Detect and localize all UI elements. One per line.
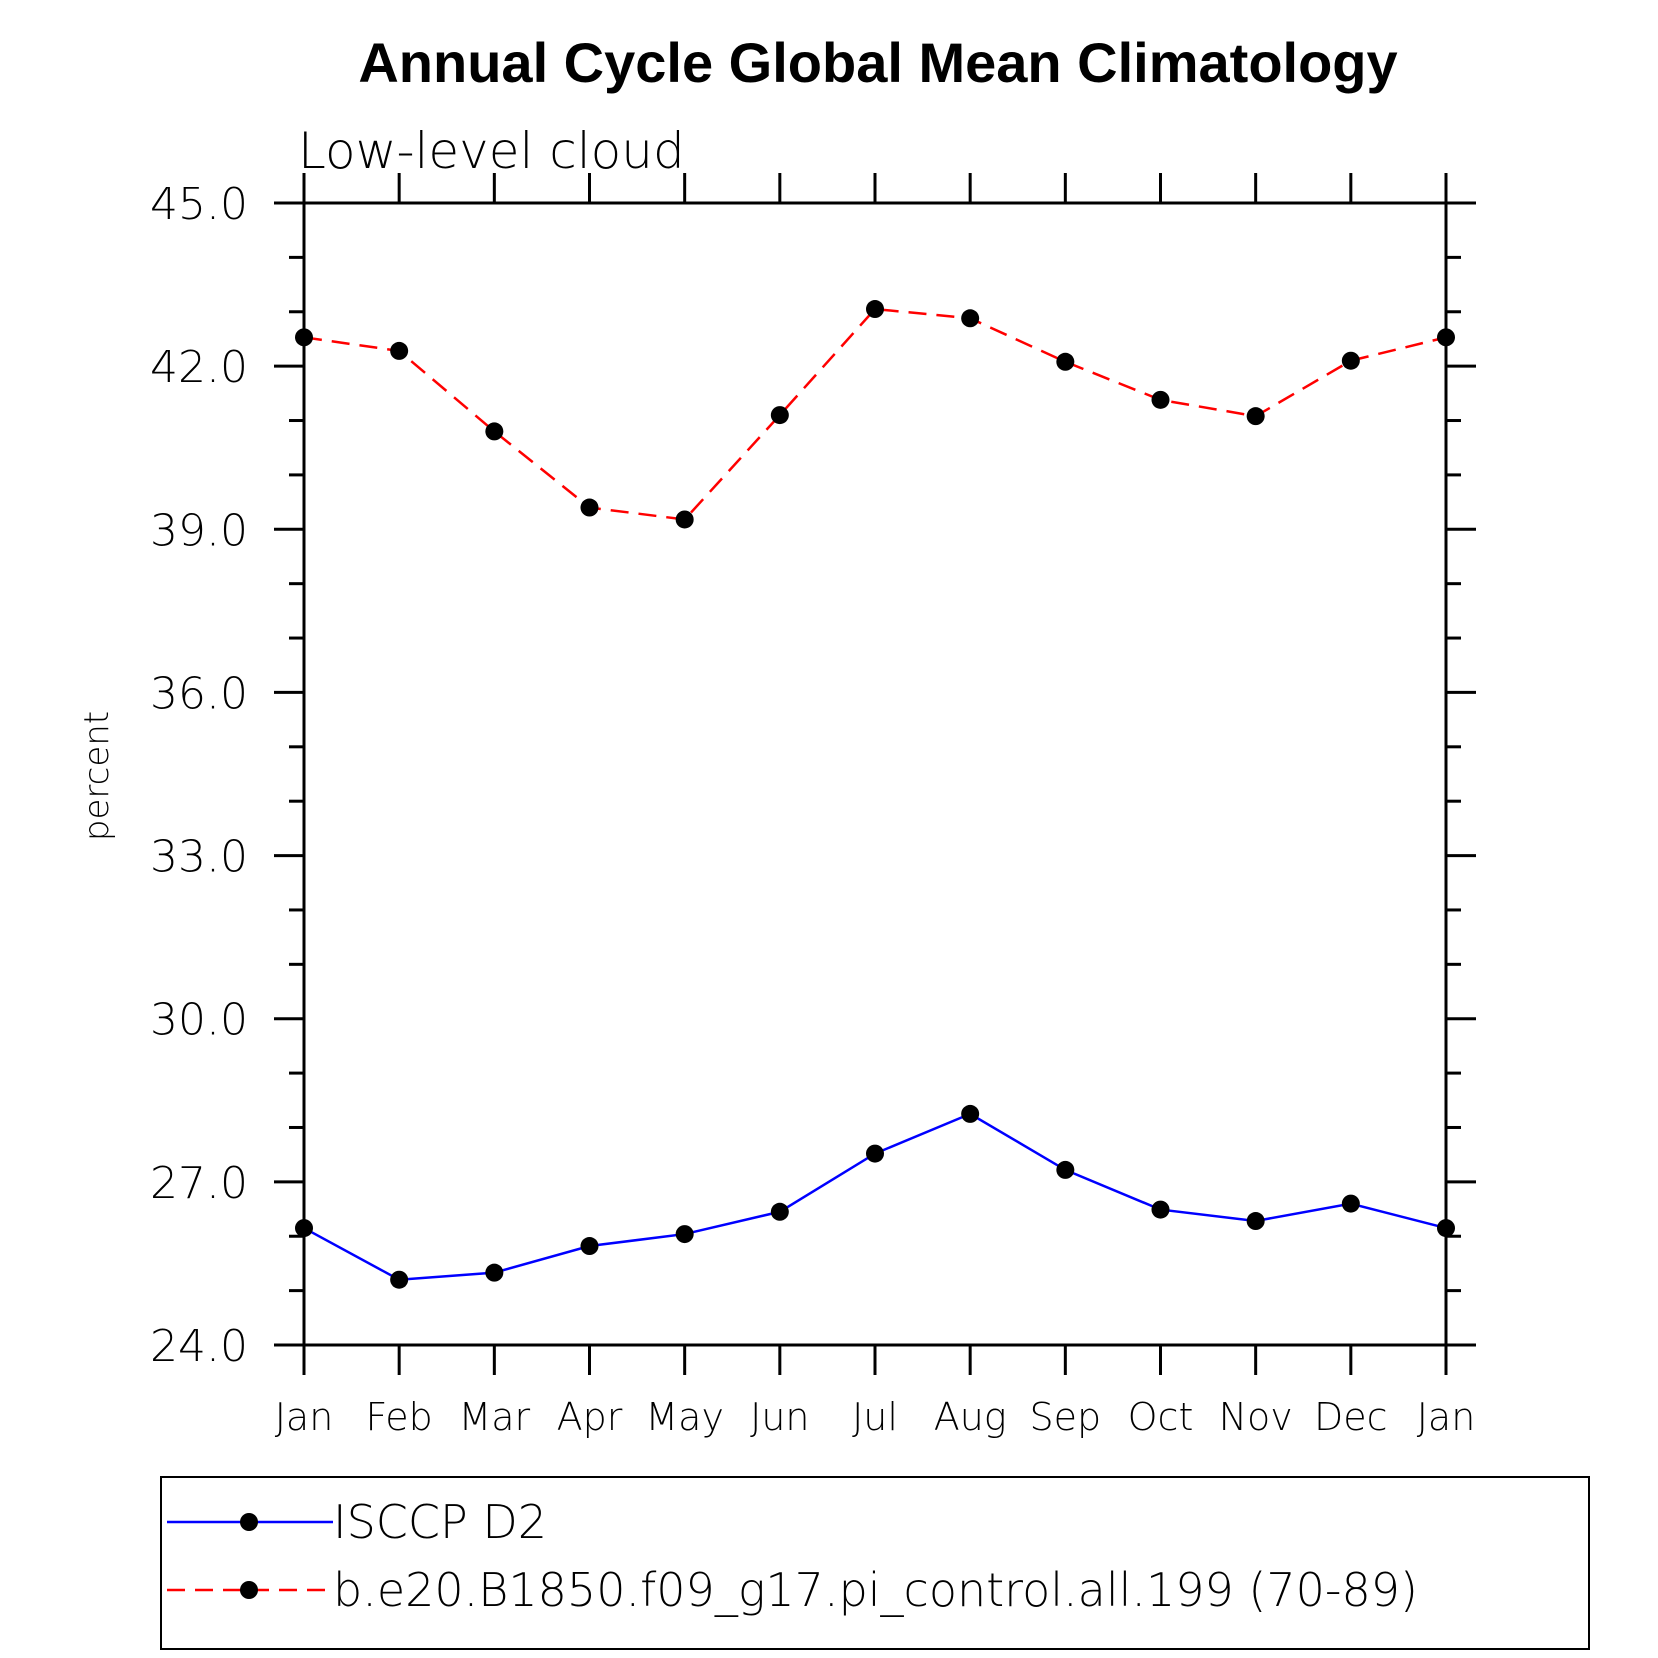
x-tick-label: Feb [366,1395,433,1439]
data-point [295,1219,313,1238]
y-tick-label: 45.0 [150,179,248,230]
y-tick-label: 42.0 [150,342,248,393]
data-point [1056,352,1075,371]
data-point [1341,351,1360,370]
chart-subtitle: Low-level cloud [298,122,685,180]
data-point [866,300,884,319]
legend-marker-2 [240,1581,258,1599]
legend-items: ISCCP D2 b.e20.B1850.f09_g17.pi_control.a… [167,1495,1418,1617]
legend-label-1: ISCCP D2 [333,1495,547,1549]
x-tick-label: Jun [750,1395,809,1439]
x-tick-label: Jan [1417,1395,1476,1439]
x-tick-label: Aug [934,1395,1007,1439]
data-point [1437,328,1455,347]
x-tick-label: Jul [852,1395,898,1439]
x-tick-label: Dec [1314,1395,1388,1439]
legend-box [160,1476,1590,1650]
legend-label-2: b.e20.B1850.f09_g17.pi_control.all.199 (… [333,1563,1418,1617]
data-point [770,406,789,425]
data-point [675,1225,694,1244]
y-tick-label: 30.0 [150,995,248,1046]
series-line-1 [303,1112,1447,1282]
y-tick-label: 24.0 [150,1321,248,1372]
data-point [1341,1194,1360,1213]
legend: ISCCP D2 b.e20.B1850.f09_g17.pi_control.a… [160,1476,1590,1650]
data-point [1151,1200,1170,1219]
data-point [295,328,313,347]
x-tick-label: Apr [557,1395,623,1439]
data-point [866,1144,884,1163]
y-tick-label: 36.0 [150,668,248,719]
data-point [1246,1212,1265,1231]
data-point [961,309,980,328]
data-point [485,1263,504,1282]
data-point [1056,1160,1075,1179]
x-tick-label: Nov [1219,1395,1293,1439]
y-tick-label: 27.0 [150,1158,248,1209]
axis-ticks [274,173,1476,1375]
plot-frame [302,201,1448,1347]
x-tick-label: Jan [275,1395,334,1439]
y-tick-label: 33.0 [150,832,248,883]
series-layer [295,300,1455,1289]
data-point [770,1202,789,1221]
series-line-2 [303,307,1447,521]
data-point [390,341,409,360]
data-point [580,498,599,517]
legend-marker-1 [240,1513,258,1531]
data-point [675,510,694,529]
data-point [1437,1219,1455,1238]
data-point [961,1104,980,1123]
data-point [1246,407,1265,426]
data-point [390,1270,409,1289]
data-point [1151,390,1170,409]
y-tick-label: 39.0 [150,505,248,556]
y-axis-label: percent [77,711,117,841]
x-tick-label: Mar [458,1395,530,1439]
x-tick-label: Oct [1128,1395,1194,1439]
data-point [485,422,504,441]
x-tick-label: Sep [1030,1395,1102,1439]
x-tick-labels: Jan Feb Mar Apr May Jun Jul Aug Sep Oct Nov Dec Jan [275,1395,1476,1439]
x-tick-label: May [645,1395,724,1439]
chart-title: Annual Cycle Global Mean Climatology [358,31,1397,94]
data-point [580,1237,599,1256]
y-tick-labels: 24.0 27.0 30.0 33.0 36.0 39.0 42.0 45.0 [150,179,248,1372]
